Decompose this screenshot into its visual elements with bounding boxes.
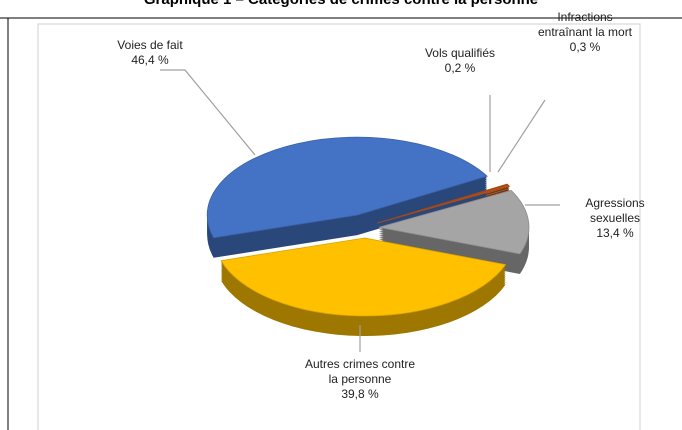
leader-line (160, 69, 256, 156)
slice (206, 136, 488, 239)
value-label: 0,2 % (444, 61, 476, 75)
category-label: Vols qualifiés (424, 46, 496, 60)
category-label: Voies de fait (117, 38, 183, 52)
data-label: Vols qualifiés 0,2 % (415, 46, 505, 76)
chart-title: Graphique 1 – Catégories de crimes contr… (0, 0, 682, 8)
slice (377, 184, 511, 224)
leader-lines (160, 69, 560, 352)
data-label: Infractions entraînant la mort 0,3 % (530, 10, 640, 55)
data-label: Agressions sexuelles 13,4 % (560, 196, 670, 241)
data-label: Autres crimes contre la personne 39,8 % (300, 357, 420, 402)
category-label: Agressions sexuelles (585, 196, 645, 225)
value-label: 13,4 % (596, 226, 634, 240)
leader-line (497, 99, 546, 173)
value-label: 0,3 % (569, 40, 601, 54)
slice (220, 237, 507, 317)
plot-border (37, 23, 641, 430)
data-label: Voies de fait 46,4 % (90, 38, 210, 68)
value-label: 39,8 % (341, 387, 379, 401)
slice (378, 189, 530, 255)
category-label: Infractions entraînant la mort (537, 10, 633, 39)
value-label: 46,4 % (131, 53, 169, 67)
category-label: Autres crimes contre la personne (304, 357, 416, 386)
